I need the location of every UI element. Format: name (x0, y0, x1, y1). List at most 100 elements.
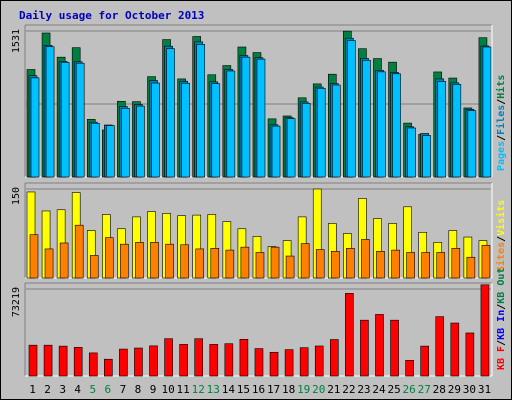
sites-bar (74, 224, 84, 279)
x-tick-label: 20 (312, 383, 325, 396)
sites-bar (436, 252, 446, 279)
legend-entry: KB In (496, 310, 507, 340)
legend-separator: / (496, 236, 507, 242)
x-tick-label: 23 (357, 383, 370, 396)
sites-bar (421, 252, 430, 279)
x-tick-label: 22 (342, 383, 355, 396)
x-tick-label: 26 (403, 383, 416, 396)
pages-bar (45, 46, 55, 178)
x-tick-label: 14 (222, 383, 236, 396)
x-tick-label: 27 (418, 383, 431, 396)
legend-entry: Sites (495, 242, 507, 272)
sites-bar (150, 242, 159, 279)
x-tick-label: 24 (372, 383, 386, 396)
sites-bar (29, 234, 39, 279)
x-tick-label: 2 (44, 383, 51, 396)
pages-bar (136, 105, 145, 178)
pages-bar (301, 103, 311, 178)
legend-entry: Pages (496, 141, 507, 171)
sites-bar (225, 249, 235, 279)
sites-bar (315, 249, 325, 279)
pages-bar (196, 44, 206, 178)
sites-bar (466, 256, 476, 279)
kbf-bar (149, 345, 158, 377)
legend-separator: / (496, 135, 507, 141)
pages-bar (241, 56, 251, 178)
kbf-bar (224, 343, 234, 377)
kbf-bar (209, 344, 219, 377)
x-tick-label: 18 (282, 383, 295, 396)
chart-title: Daily usage for October 2013 (19, 9, 204, 22)
pages-bar (422, 135, 431, 178)
pages-bar (286, 118, 296, 178)
sites-bar (406, 252, 415, 279)
pages-bar (437, 81, 447, 178)
sites-bar (135, 242, 144, 279)
x-tick-label: 5 (89, 383, 96, 396)
pages-bar (181, 82, 190, 178)
x-tick-label: 7 (120, 383, 127, 396)
sites-bar (451, 248, 461, 279)
pages-bar (106, 125, 115, 178)
sites-bar (285, 255, 295, 279)
legend: Pages/Files/Hits (495, 75, 507, 171)
x-tick-label: 4 (74, 383, 81, 396)
sites-bar (361, 239, 370, 279)
sites-bar (195, 248, 205, 279)
kbf-bar (435, 316, 445, 377)
sites-bar (255, 252, 265, 279)
x-tick-label: 13 (207, 383, 220, 396)
pages-bar (482, 46, 492, 178)
pages-bar (166, 48, 175, 178)
kbf-bar (465, 332, 475, 377)
kbf-bar (314, 345, 324, 377)
pages-bar (226, 70, 236, 178)
legend-entry: Hits (495, 75, 507, 99)
legend-entry: KB Out (496, 268, 507, 304)
kbf-bar (119, 348, 128, 377)
kbf-bar (405, 359, 414, 377)
kbf-bar (375, 314, 384, 377)
sites-bar (44, 248, 54, 279)
sites-bar (105, 237, 114, 279)
kbf-bar (480, 284, 490, 377)
sites-bar (300, 243, 310, 279)
kbf-bar (420, 345, 429, 377)
pages-bar (90, 122, 100, 178)
sites-bar (346, 248, 355, 279)
legend-entry: Visits (495, 200, 507, 236)
pages-bar (121, 107, 130, 178)
kbf-bar (284, 349, 294, 377)
kbf-bar (73, 347, 83, 377)
pages-bar (467, 110, 477, 178)
pages-bar (256, 58, 266, 178)
pages-bar (151, 82, 160, 178)
kbf-bar (134, 347, 143, 377)
legend: Sites/Visits (495, 200, 507, 272)
kbf-bar (43, 344, 53, 377)
sites-bar (391, 249, 400, 279)
sites-bar (210, 248, 220, 279)
sites-bar (180, 244, 189, 279)
kbf-bar (164, 338, 173, 377)
kbf-bar (269, 351, 279, 377)
legend-separator: / (496, 340, 507, 346)
pages-bar (392, 73, 401, 178)
x-tick-label: 11 (177, 383, 190, 396)
pages-bar (60, 62, 70, 178)
sites-bar (165, 243, 174, 279)
sites-bar (376, 251, 385, 279)
pages-bar (362, 59, 371, 178)
pages-bar (75, 62, 85, 178)
x-tick-label: 30 (463, 383, 476, 396)
x-tick-label: 8 (135, 383, 142, 396)
legend-separator: / (496, 304, 507, 310)
legend-entry: Files (495, 105, 507, 135)
kbf-bar (254, 348, 264, 377)
kbf-bar (194, 338, 204, 377)
legend-separator: / (496, 99, 507, 105)
x-tick-label: 28 (433, 383, 446, 396)
kbf-bar (345, 293, 354, 377)
kbf-bar (239, 338, 249, 377)
